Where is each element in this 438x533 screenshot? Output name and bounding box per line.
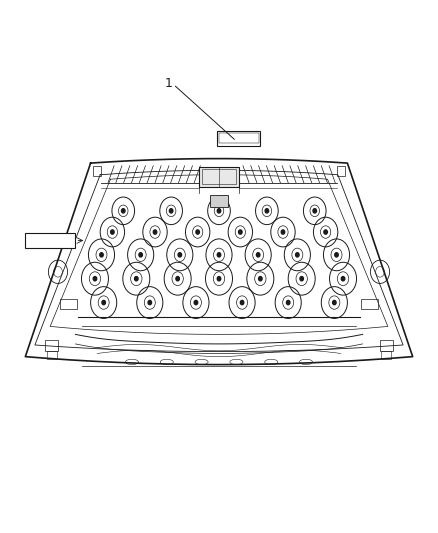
Bar <box>361 300 378 309</box>
Bar <box>201 169 237 184</box>
Circle shape <box>194 301 198 305</box>
Bar <box>336 166 345 176</box>
Circle shape <box>239 230 242 234</box>
Circle shape <box>170 209 173 213</box>
Bar <box>93 166 102 176</box>
Polygon shape <box>25 159 413 365</box>
Circle shape <box>332 301 336 305</box>
Bar <box>219 133 258 143</box>
Circle shape <box>153 230 157 234</box>
Circle shape <box>134 277 138 281</box>
Circle shape <box>258 277 262 281</box>
Circle shape <box>217 277 221 281</box>
Text: 1: 1 <box>165 77 173 90</box>
Bar <box>25 233 75 248</box>
Circle shape <box>100 253 103 257</box>
Circle shape <box>300 277 304 281</box>
Bar <box>60 300 77 309</box>
Circle shape <box>148 301 152 305</box>
Circle shape <box>102 301 106 305</box>
Circle shape <box>335 253 338 257</box>
Bar <box>380 340 393 351</box>
Circle shape <box>265 209 268 213</box>
Circle shape <box>341 277 345 281</box>
Circle shape <box>296 253 299 257</box>
Circle shape <box>217 209 221 213</box>
Circle shape <box>178 253 182 257</box>
Bar <box>217 131 260 146</box>
Bar <box>45 340 58 351</box>
Bar <box>210 195 228 207</box>
Circle shape <box>286 301 290 305</box>
Circle shape <box>256 253 260 257</box>
Circle shape <box>324 230 327 234</box>
Circle shape <box>313 209 317 213</box>
Circle shape <box>217 253 221 257</box>
Circle shape <box>121 209 125 213</box>
Circle shape <box>176 277 180 281</box>
Circle shape <box>240 301 244 305</box>
Circle shape <box>139 253 142 257</box>
Circle shape <box>281 230 285 234</box>
Bar <box>47 351 57 359</box>
Bar <box>199 167 239 187</box>
Circle shape <box>111 230 114 234</box>
Circle shape <box>93 277 97 281</box>
Bar <box>381 351 391 359</box>
Circle shape <box>196 230 199 234</box>
